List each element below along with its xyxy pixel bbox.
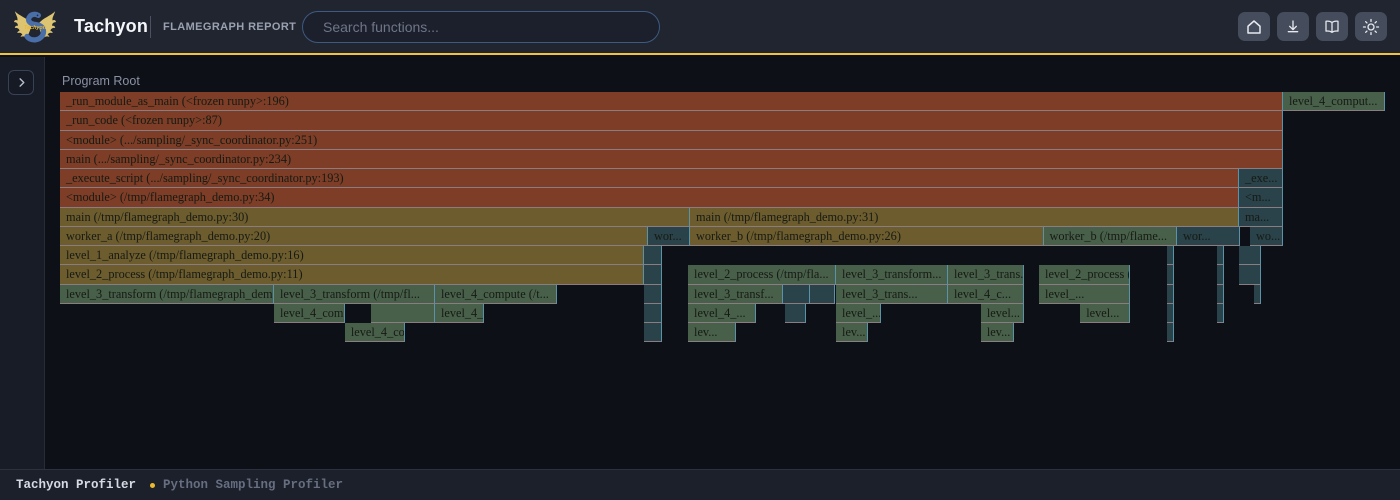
svg-text:Tachyon: Tachyon — [24, 25, 47, 31]
